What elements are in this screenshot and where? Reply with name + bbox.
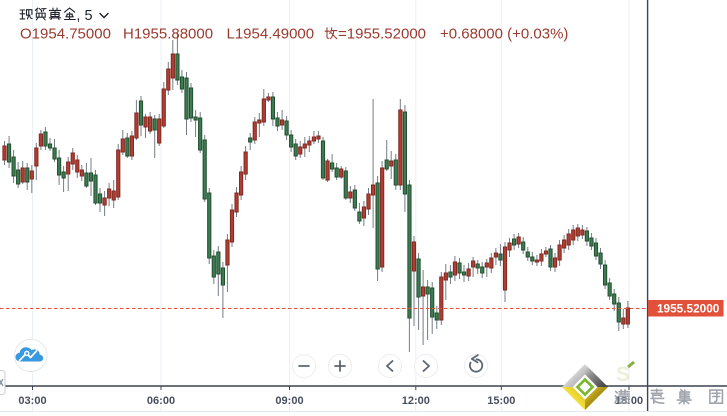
svg-text:H1955.88000: H1955.88000 xyxy=(123,26,213,43)
svg-text:03:00: 03:00 xyxy=(18,395,46,407)
svg-text:S: S xyxy=(616,363,630,386)
svg-text:1955.52000: 1955.52000 xyxy=(657,302,720,316)
svg-text:L1954.49000: L1954.49000 xyxy=(227,26,315,43)
svg-text:+0.68000 (+0.03%): +0.68000 (+0.03%) xyxy=(440,26,568,43)
svg-text:12:00: 12:00 xyxy=(402,395,430,407)
svg-text:O1954.75000: O1954.75000 xyxy=(20,26,111,43)
svg-text:06:00: 06:00 xyxy=(147,395,175,407)
svg-text:15:00: 15:00 xyxy=(487,395,515,407)
svg-text:=1955.52000: =1955.52000 xyxy=(338,26,426,43)
svg-text:09:00: 09:00 xyxy=(275,395,303,407)
svg-text:, 5: , 5 xyxy=(76,8,92,24)
